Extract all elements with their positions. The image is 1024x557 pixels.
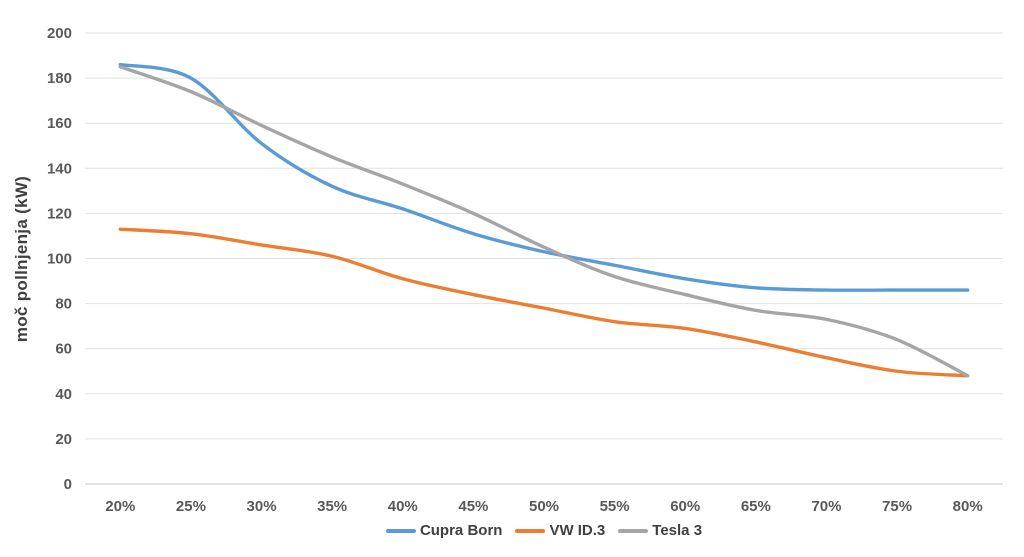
series-line-cupra-born bbox=[118, 62, 970, 292]
legend-label: Tesla 3 bbox=[652, 522, 703, 539]
legend-label: Cupra Born bbox=[419, 522, 503, 539]
legend-line-swatch-tesla-3 bbox=[618, 529, 649, 533]
y-tick-label: 180 bbox=[47, 70, 72, 87]
x-tick-label: 75% bbox=[882, 498, 912, 515]
y-tick-label: 0 bbox=[64, 476, 72, 493]
x-tick-label: 65% bbox=[741, 498, 771, 515]
y-tick-label: 100 bbox=[47, 251, 72, 268]
legend-item-vw-id3[interactable]: VW ID.3 bbox=[515, 519, 605, 543]
y-tick-label: 140 bbox=[47, 160, 72, 177]
legend-line-swatch-vw-id3 bbox=[515, 529, 546, 533]
x-tick-label: 25% bbox=[176, 498, 206, 515]
x-tick-label: 45% bbox=[458, 498, 488, 515]
series-line-vw-id-3 bbox=[118, 227, 970, 378]
x-tick-label: 70% bbox=[811, 498, 841, 515]
x-tick-label: 50% bbox=[529, 498, 559, 515]
x-tick-label: 30% bbox=[247, 498, 277, 515]
series-line-tesla-3 bbox=[118, 65, 970, 378]
x-tick-label: 35% bbox=[317, 498, 347, 515]
y-tick-label: 60 bbox=[55, 341, 72, 358]
x-tick-label: 55% bbox=[600, 498, 630, 515]
y-tick-label: 120 bbox=[47, 205, 72, 222]
y-tick-label: 40 bbox=[55, 386, 72, 403]
legend-item-cupra-born[interactable]: Cupra Born bbox=[385, 519, 503, 543]
y-tick-label: 20 bbox=[55, 431, 72, 448]
legend-item-tesla-3[interactable]: Tesla 3 bbox=[618, 519, 702, 543]
x-tick-label: 80% bbox=[953, 498, 983, 515]
legend-line-swatch-cupra-born bbox=[385, 529, 416, 533]
y-tick-label: 160 bbox=[47, 115, 72, 132]
y-axis-title: moč pollnjenja (kW) bbox=[12, 175, 31, 343]
y-tick-label: 200 bbox=[47, 25, 72, 42]
y-tick-label: 80 bbox=[55, 296, 72, 313]
x-tick-label: 20% bbox=[105, 498, 135, 515]
x-tick-label: 60% bbox=[670, 498, 700, 515]
legend-label: VW ID.3 bbox=[549, 522, 606, 539]
legend: Cupra Born VW ID.3 Tesla 3 bbox=[85, 519, 1003, 543]
x-tick-label: 40% bbox=[388, 498, 418, 515]
